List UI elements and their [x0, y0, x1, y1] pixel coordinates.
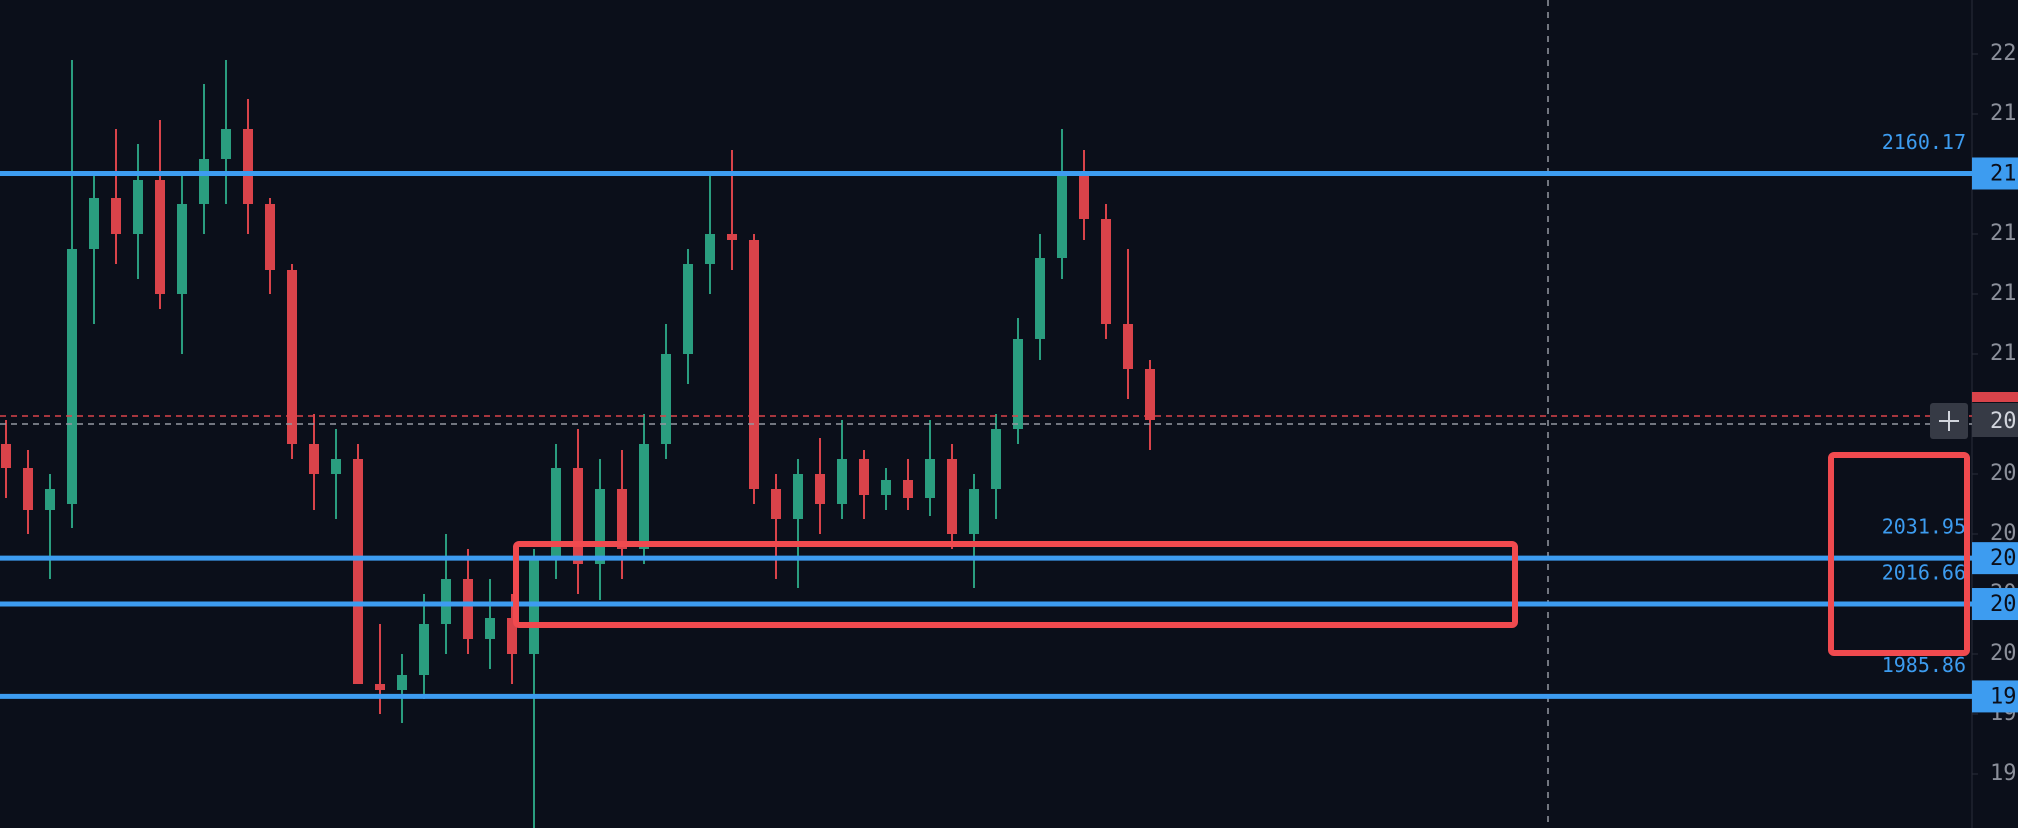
candle-body	[507, 618, 517, 654]
last-price-marker	[1972, 392, 2018, 402]
candle-body	[23, 468, 33, 510]
level-tag-label: 20	[1990, 592, 2017, 617]
candle-body	[793, 474, 803, 519]
candle-body	[485, 618, 495, 639]
candle-body	[969, 489, 979, 534]
candle-body	[573, 468, 583, 564]
candle-body	[1079, 174, 1089, 219]
candle-body	[727, 234, 737, 240]
y-tick-label: 21	[1990, 101, 2017, 126]
candle-body	[661, 354, 671, 444]
highlight-box	[1828, 452, 1970, 656]
candle-body	[463, 579, 473, 639]
candle-body	[397, 675, 407, 690]
candle-body	[1013, 339, 1023, 429]
candle-body	[441, 579, 451, 624]
y-tick-label: 21	[1990, 221, 2017, 246]
y-tick-label: 22	[1990, 41, 2017, 66]
candle-body	[155, 180, 165, 294]
level-tag-label: 21	[1990, 161, 2017, 186]
candle-body	[375, 684, 385, 690]
candle-body	[419, 624, 429, 675]
candle-body	[133, 180, 143, 234]
candle-body	[551, 468, 561, 558]
level-label: 1985.86	[1882, 653, 1966, 677]
level-tag	[1972, 157, 2018, 190]
y-tick-label: 21	[1990, 341, 2017, 366]
candle-body	[331, 459, 341, 474]
y-tick-label: 19	[1990, 761, 2017, 786]
candle-body	[815, 474, 825, 504]
candle-body	[1145, 369, 1155, 420]
candle-body	[67, 249, 77, 504]
candle-body	[705, 234, 715, 264]
level-tag	[1972, 680, 2018, 713]
candle-body	[265, 204, 275, 270]
candle-body	[683, 264, 693, 354]
price-scale: 191920202020202121212121222021202019	[1972, 41, 2018, 786]
last-price-tag-label: 20	[1990, 409, 2017, 434]
candle-body	[111, 198, 121, 234]
candle-body	[199, 159, 209, 204]
last-price-tag	[1972, 403, 2018, 437]
candle-body	[1035, 258, 1045, 339]
candle-body	[947, 459, 957, 534]
candle-body	[595, 489, 605, 564]
candle-body	[309, 444, 319, 474]
level-label: 2031.95	[1882, 515, 1966, 539]
y-tick-label: 20	[1990, 521, 2017, 546]
candle-body	[1123, 324, 1133, 369]
candle-body	[617, 489, 627, 549]
levels: 2160.17 2031.95 2016.66 1985.86	[0, 130, 1972, 699]
candle-body	[925, 459, 935, 498]
candle-body	[1, 444, 11, 468]
candle-body	[771, 489, 781, 519]
candle-body	[903, 480, 913, 498]
candle-body	[837, 459, 847, 504]
level-tag	[1972, 588, 2018, 621]
candle-body	[221, 129, 231, 159]
level-tag-label: 20	[1990, 546, 2017, 571]
candle-body	[749, 240, 759, 489]
level-label: 2160.17	[1882, 130, 1966, 154]
candle-body	[991, 429, 1001, 489]
y-tick-label: 20	[1990, 461, 2017, 486]
candle-body	[243, 129, 253, 204]
y-tick-label: 21	[1990, 281, 2017, 306]
candle-body	[353, 459, 363, 684]
candle-body	[45, 489, 55, 510]
candle-body	[1101, 219, 1111, 324]
candles	[0, 60, 1972, 828]
candle-body	[1057, 174, 1067, 258]
candle-body	[89, 198, 99, 249]
candle-body	[639, 444, 649, 549]
candle-body	[177, 204, 187, 294]
candle-body	[859, 459, 869, 495]
candle-body	[287, 270, 297, 444]
level-tag-label: 19	[1990, 684, 2017, 709]
y-tick-label: 20	[1990, 641, 2017, 666]
highlight-box	[513, 541, 1518, 628]
candle-body	[881, 480, 891, 495]
level-tag	[1972, 542, 2018, 575]
level-label: 2016.66	[1882, 561, 1966, 585]
